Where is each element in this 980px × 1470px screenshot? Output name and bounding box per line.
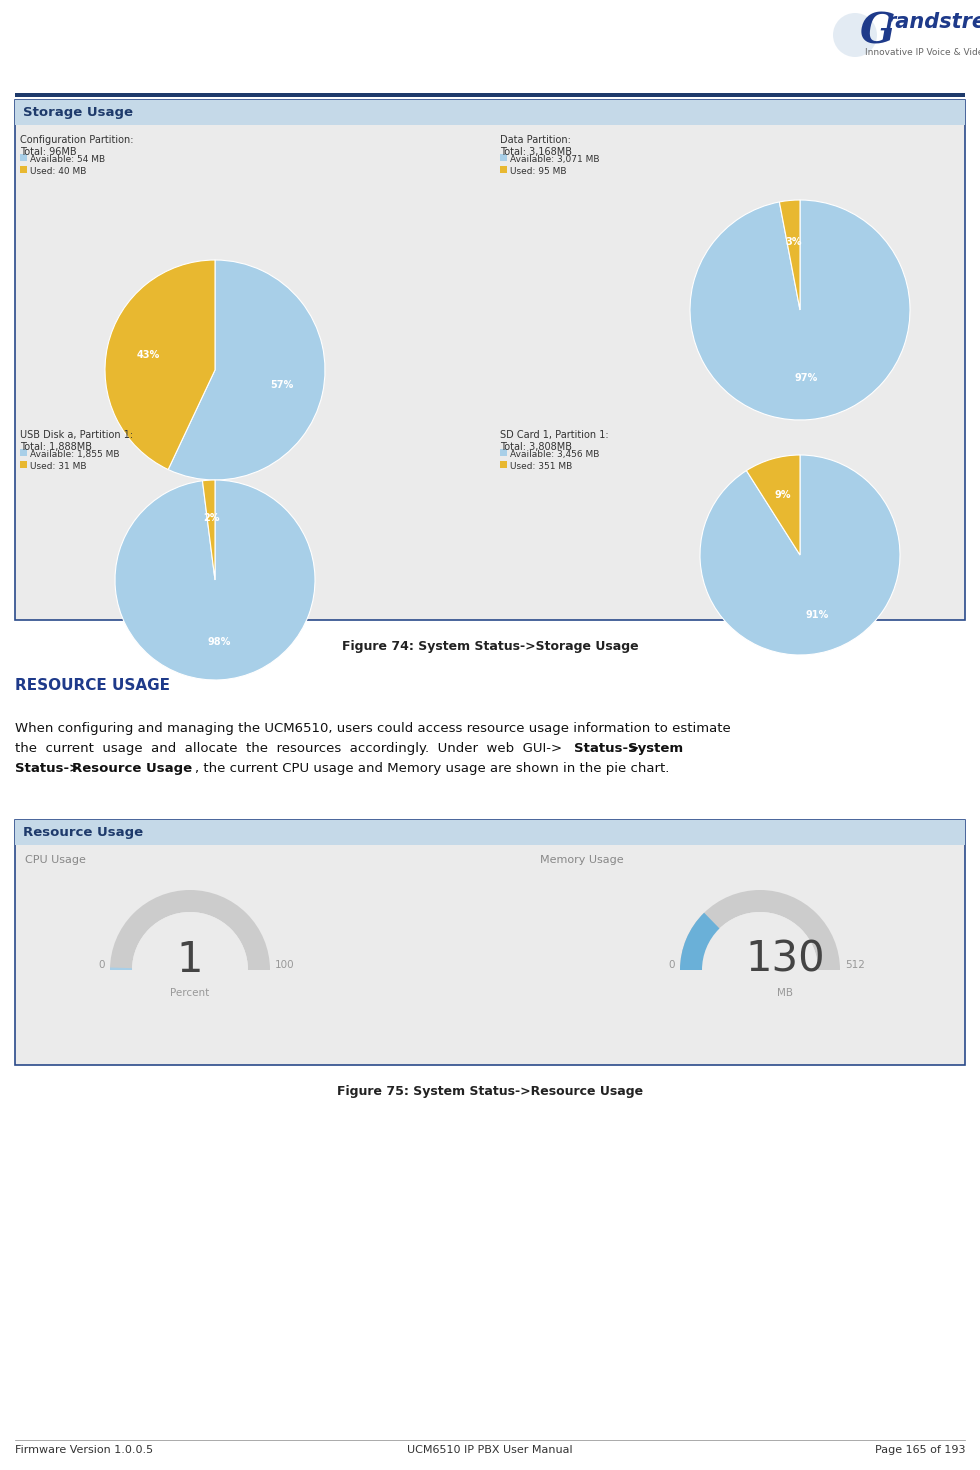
Text: 57%: 57% — [270, 379, 293, 390]
Text: When configuring and managing the UCM6510, users could access resource usage inf: When configuring and managing the UCM651… — [15, 722, 731, 735]
Text: MB: MB — [777, 988, 793, 998]
Wedge shape — [105, 260, 215, 469]
Text: randstream: randstream — [885, 12, 980, 32]
Circle shape — [702, 911, 818, 1028]
Bar — [20, 154, 27, 162]
Wedge shape — [115, 481, 315, 681]
Text: Available: 3,456 MB: Available: 3,456 MB — [510, 450, 600, 459]
Text: the  current  usage  and  allocate  the  resources  accordingly.  Under  web  GU: the current usage and allocate the resou… — [15, 742, 563, 756]
Text: 1: 1 — [176, 939, 203, 980]
Circle shape — [702, 911, 818, 1028]
Bar — [20, 462, 27, 467]
Text: Status->: Status-> — [15, 761, 80, 775]
Text: 2%: 2% — [203, 513, 220, 523]
Bar — [500, 166, 507, 173]
Text: Total: 3,808MB: Total: 3,808MB — [500, 442, 572, 451]
Wedge shape — [747, 456, 800, 556]
Text: 97%: 97% — [795, 373, 818, 382]
Text: CPU Usage: CPU Usage — [25, 856, 86, 864]
Text: Memory Usage: Memory Usage — [540, 856, 623, 864]
Text: Used: 95 MB: Used: 95 MB — [510, 168, 566, 176]
Bar — [15, 93, 965, 97]
Text: 512: 512 — [845, 960, 865, 970]
Text: , the current CPU usage and Memory usage are shown in the pie chart.: , the current CPU usage and Memory usage… — [195, 761, 669, 775]
Wedge shape — [110, 967, 190, 970]
Wedge shape — [169, 260, 325, 481]
Text: G: G — [860, 10, 896, 51]
Wedge shape — [110, 889, 270, 970]
Text: Used: 31 MB: Used: 31 MB — [30, 462, 86, 470]
Text: Available: 54 MB: Available: 54 MB — [30, 154, 105, 165]
Text: 43%: 43% — [137, 350, 160, 360]
Text: Firmware Version 1.0.0.5: Firmware Version 1.0.0.5 — [15, 1445, 153, 1455]
Bar — [500, 154, 507, 162]
Text: SD Card 1, Partition 1:: SD Card 1, Partition 1: — [500, 431, 609, 440]
Text: 130: 130 — [745, 939, 825, 980]
Text: RESOURCE USAGE: RESOURCE USAGE — [15, 678, 170, 692]
Text: 0: 0 — [99, 960, 105, 970]
Text: Total: 3,168MB: Total: 3,168MB — [500, 147, 572, 157]
Bar — [15, 100, 965, 620]
Bar — [15, 820, 965, 1064]
Text: 98%: 98% — [207, 637, 230, 647]
Text: 9%: 9% — [774, 491, 791, 500]
Text: Used: 351 MB: Used: 351 MB — [510, 462, 572, 470]
Text: Percent: Percent — [171, 988, 210, 998]
Text: Available: 1,855 MB: Available: 1,855 MB — [30, 450, 120, 459]
Text: Data Partition:: Data Partition: — [500, 135, 571, 146]
Text: Total: 1,888MB: Total: 1,888MB — [20, 442, 92, 451]
Bar — [500, 462, 507, 467]
Bar — [20, 166, 27, 173]
Text: 100: 100 — [275, 960, 295, 970]
Wedge shape — [700, 456, 900, 656]
Text: Page 165 of 193: Page 165 of 193 — [874, 1445, 965, 1455]
Bar — [500, 448, 507, 456]
Text: 0: 0 — [668, 960, 675, 970]
Bar — [15, 100, 965, 125]
Text: Configuration Partition:: Configuration Partition: — [20, 135, 133, 146]
Circle shape — [132, 911, 248, 1028]
Text: Resource Usage: Resource Usage — [72, 761, 192, 775]
Text: Used: 40 MB: Used: 40 MB — [30, 168, 86, 176]
Wedge shape — [779, 200, 800, 310]
Text: Innovative IP Voice & Video: Innovative IP Voice & Video — [865, 49, 980, 57]
Bar — [20, 448, 27, 456]
Text: Figure 74: System Status->Storage Usage: Figure 74: System Status->Storage Usage — [342, 639, 638, 653]
Text: System: System — [628, 742, 683, 756]
Text: Status->: Status-> — [574, 742, 639, 756]
Text: Resource Usage: Resource Usage — [23, 826, 143, 838]
Circle shape — [132, 911, 248, 1028]
Circle shape — [833, 13, 877, 57]
Text: Storage Usage: Storage Usage — [23, 106, 133, 119]
Text: Figure 75: System Status->Resource Usage: Figure 75: System Status->Resource Usage — [337, 1085, 643, 1098]
Text: 3%: 3% — [785, 237, 802, 247]
Text: UCM6510 IP PBX User Manual: UCM6510 IP PBX User Manual — [407, 1445, 573, 1455]
Wedge shape — [680, 913, 760, 970]
Wedge shape — [203, 481, 215, 581]
Text: 91%: 91% — [806, 610, 829, 619]
Wedge shape — [680, 889, 840, 970]
Text: Total: 96MB: Total: 96MB — [20, 147, 76, 157]
Text: USB Disk a, Partition 1:: USB Disk a, Partition 1: — [20, 431, 133, 440]
Wedge shape — [690, 200, 910, 420]
Text: Available: 3,071 MB: Available: 3,071 MB — [510, 154, 600, 165]
Bar — [15, 820, 965, 845]
